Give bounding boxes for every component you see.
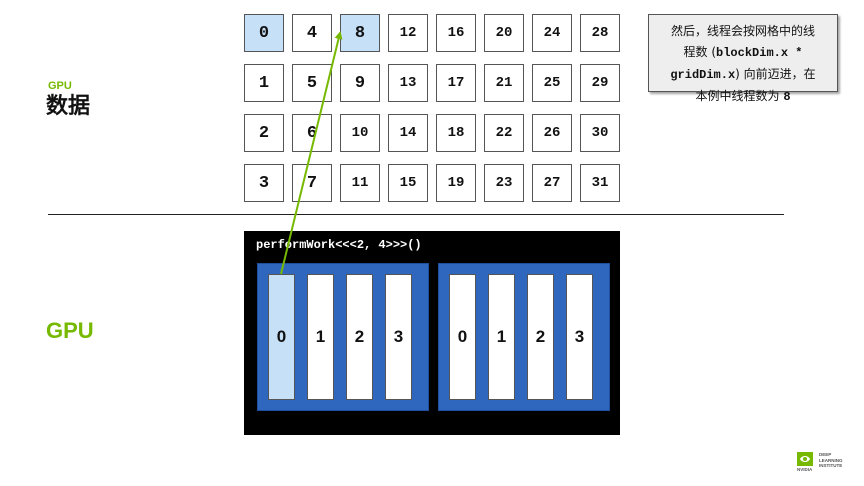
note-line-2: 程数 (blockDim.x *: [657, 42, 829, 64]
divider: [48, 214, 784, 215]
thread-0-0: 0: [268, 274, 295, 400]
data-cell-17: 17: [436, 64, 476, 102]
data-cell-4: 4: [292, 14, 332, 52]
data-cell-31: 31: [580, 164, 620, 202]
note-line-4-text: 本例中线程数为: [695, 89, 784, 103]
thread-0-2: 2: [346, 274, 373, 400]
note-block-dim-code: blockDim.x *: [716, 46, 803, 60]
data-cell-22: 22: [484, 114, 524, 152]
kernel-call-label: performWork<<<2, 4>>>(): [256, 238, 422, 252]
thread-1-0: 0: [449, 274, 476, 400]
data-cell-23: 23: [484, 164, 524, 202]
gpu-small-label: GPU: [48, 80, 72, 92]
data-cell-7: 7: [292, 164, 332, 202]
data-cell-12: 12: [388, 14, 428, 52]
note-line-3: gridDim.x) 向前迈进，在: [657, 64, 829, 86]
data-cell-9: 9: [340, 64, 380, 102]
data-cell-30: 30: [580, 114, 620, 152]
note-grid-dim-code: gridDim.x: [670, 68, 736, 82]
data-cell-11: 11: [340, 164, 380, 202]
data-cell-18: 18: [436, 114, 476, 152]
nvidia-dli-logo: DEEP LEARNING INSTITUTE NVIDIA: [797, 452, 847, 476]
dli-line-3: INSTITUTE: [819, 463, 843, 468]
thread-0-1: 1: [307, 274, 334, 400]
data-cell-6: 6: [292, 114, 332, 152]
data-cell-25: 25: [532, 64, 572, 102]
data-cell-0: 0: [244, 14, 284, 52]
note-line-2-text: 程数 (: [683, 45, 717, 59]
thread-1-3: 3: [566, 274, 593, 400]
data-cell-21: 21: [484, 64, 524, 102]
data-cell-19: 19: [436, 164, 476, 202]
dli-line-1: DEEP: [819, 452, 832, 457]
thread-1-2: 2: [527, 274, 554, 400]
dli-line-2: LEARNING: [819, 457, 843, 463]
data-grid: 0 1 2 3 4 5 6 7 8 9 10 11 12 13 14 15 16 17 18 19 20 21 22 23 24…: [244, 14, 620, 204]
note-thread-count-code: 8: [783, 90, 791, 104]
data-cell-3: 3: [244, 164, 284, 202]
data-cell-1: 1: [244, 64, 284, 102]
note-line-3-text: ) 向前迈进，在: [735, 67, 816, 81]
data-cell-14: 14: [388, 114, 428, 152]
dli-text: DEEP LEARNING INSTITUTE: [819, 452, 843, 469]
nvidia-brand-text: NVIDIA: [797, 467, 813, 472]
nvidia-eye-icon: [797, 452, 813, 466]
data-cell-29: 29: [580, 64, 620, 102]
data-cell-28: 28: [580, 14, 620, 52]
explanation-note: 然后，线程会按网格中的线 程数 (blockDim.x * gridDim.x)…: [648, 14, 838, 104]
data-cell-26: 26: [532, 114, 572, 152]
data-cell-5: 5: [292, 64, 332, 102]
data-label: 数据: [46, 94, 91, 119]
gpu-label: GPU: [46, 318, 94, 343]
note-line-1: 然后，线程会按网格中的线: [670, 24, 815, 38]
data-cell-10: 10: [340, 114, 380, 152]
thread-1-1: 1: [488, 274, 515, 400]
data-cell-13: 13: [388, 64, 428, 102]
data-cell-24: 24: [532, 14, 572, 52]
data-cell-8: 8: [340, 14, 380, 52]
data-cell-20: 20: [484, 14, 524, 52]
data-cell-15: 15: [388, 164, 428, 202]
data-cell-2: 2: [244, 114, 284, 152]
data-cell-27: 27: [532, 164, 572, 202]
thread-0-3: 3: [385, 274, 412, 400]
note-line-4: 本例中线程数为 8: [657, 86, 829, 108]
data-cell-16: 16: [436, 14, 476, 52]
